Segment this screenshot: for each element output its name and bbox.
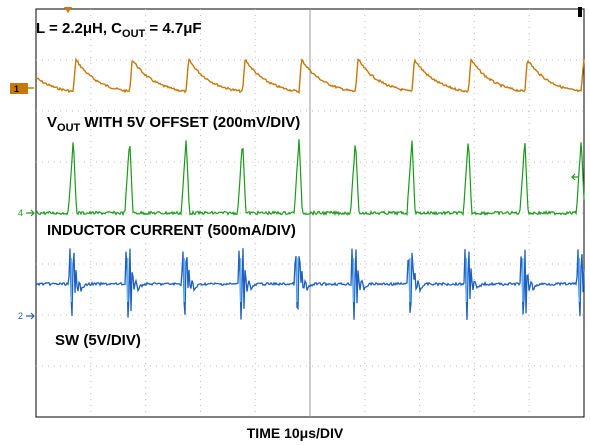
traces [35,57,585,320]
channel-4-marker: 4 [18,208,35,218]
channel-markers: 1 4 2 [10,7,582,321]
channel-2-marker-arrow [26,312,35,320]
top-right-indicator [578,7,582,17]
sw-trace-label: SW (5V/DIV) [55,332,141,349]
channel-1-marker-box [10,83,28,94]
vout-trace-label: VOUT WITH 5V OFFSET (200mV/DIV) [47,114,301,134]
trigger-level-marker [571,173,578,181]
channel-4-marker-text: 4 [18,208,23,218]
channel-2-marker-text: 2 [18,311,23,321]
vout-trace [35,57,585,95]
x-axis-label: TIME 10μs/DIV [246,425,344,441]
sw-trace-highlight [70,258,581,302]
channel-1-marker-text: 1 [14,84,19,94]
chart-title: L = 2.2μH, COUT = 4.7μF [36,20,202,40]
trigger-position-marker [64,7,72,13]
inductor-current-trace-label: INDUCTOR CURRENT (500mA/DIV) [47,222,296,239]
channel-4-marker-arrow [26,209,35,217]
channel-1-marker: 1 [10,83,34,94]
inductor-current-trace [35,139,585,217]
channel-2-marker: 2 [18,311,35,321]
